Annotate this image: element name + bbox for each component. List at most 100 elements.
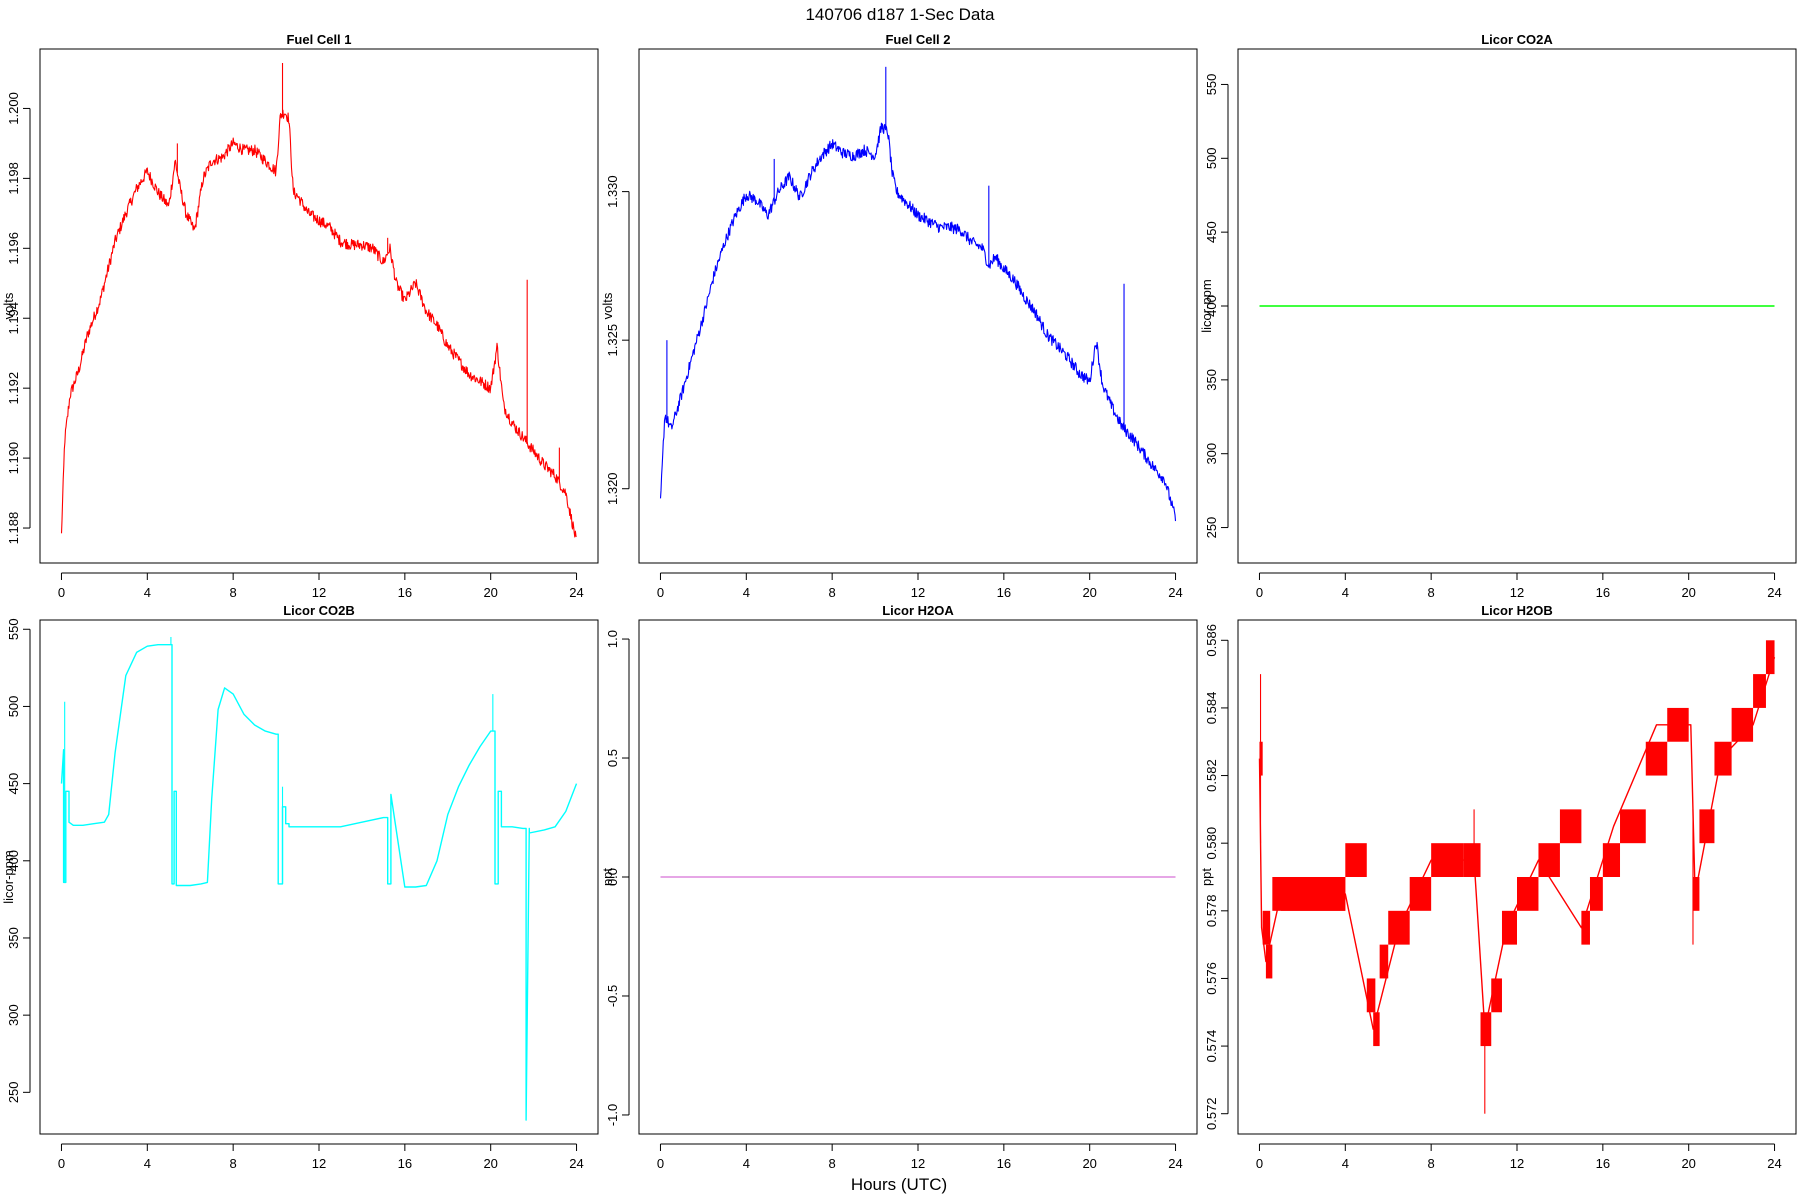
x-tick-label: 8 [829, 1156, 836, 1171]
chart-title: Licor H2OB [1481, 603, 1553, 618]
y-tick-label: 300 [6, 1004, 21, 1026]
x-axis: 0 4 8 12 16 20 24 [657, 1143, 1183, 1171]
data-line [659, 122, 1177, 522]
data-band [1491, 978, 1502, 1013]
chart-title: Licor CO2A [1481, 32, 1553, 47]
x-tick-label: 12 [911, 585, 925, 600]
x-tick-label: 24 [569, 585, 583, 600]
plot-frame [638, 619, 1198, 1135]
plot-area [60, 636, 578, 1121]
x-tick-label: 16 [997, 1156, 1011, 1171]
x-axis: 0 4 8 12 16 20 24 [58, 572, 584, 600]
x-tick-label: 20 [1681, 1156, 1695, 1171]
y-tick-label: 250 [6, 1081, 21, 1103]
data-band [1366, 978, 1376, 1013]
plot-area [659, 66, 1177, 522]
y-axis-label: ppt [600, 868, 615, 886]
y-tick-label: 1.196 [6, 232, 21, 265]
x-tick-label: 8 [1428, 1156, 1435, 1171]
data-band [1480, 1012, 1492, 1047]
data-band [1559, 809, 1582, 844]
x-tick-label: 8 [230, 1156, 237, 1171]
y-tick-label: 500 [6, 696, 21, 718]
data-band [1753, 674, 1766, 708]
y-tick-label: 1.190 [6, 442, 21, 475]
x-tick-label: 0 [1256, 1156, 1263, 1171]
y-tick-label: 400 [6, 850, 21, 872]
plot-area [1258, 640, 1776, 1114]
y-axis: -1.0 -0.5 0.0 0.5 1.0 [605, 630, 630, 1126]
y-axis: 250 300 350 400 450 500 550 [1204, 74, 1229, 539]
y-tick-label: 1.0 [605, 630, 620, 648]
x-tick-label: 24 [1168, 585, 1182, 600]
x-tick-label: 0 [1256, 585, 1263, 600]
x-tick-label: 4 [144, 585, 151, 600]
y-tick-label: 1.330 [605, 175, 620, 208]
data-band [1538, 843, 1560, 877]
x-tick-label: 0 [657, 1156, 664, 1171]
x-tick-label: 4 [144, 1156, 151, 1171]
x-tick-label: 24 [1767, 1156, 1781, 1171]
y-tick-label: 250 [1204, 517, 1219, 539]
panel-grid: Fuel Cell 10 4 8 12 16 20 241.1881.1901.1921.1… [1, 32, 1797, 1171]
data-band [1731, 707, 1754, 742]
chart-panel: Fuel Cell 2 0 4 8 12 16 20 24 1.320 1.325 1.330 vol… [600, 32, 1198, 600]
y-tick-label: 1.192 [6, 372, 21, 405]
y-tick-label: 450 [6, 773, 21, 795]
y-tick-label: 550 [1204, 74, 1219, 96]
data-band [1589, 877, 1603, 911]
plot-frame [1237, 619, 1797, 1135]
chart-title: Fuel Cell 1 [286, 32, 351, 47]
y-tick-label: 350 [1204, 369, 1219, 391]
x-tick-label: 20 [483, 1156, 497, 1171]
chart-panel: Licor CO2A 0 4 8 12 16 20 24 250 300 350 400 450 500 5… [1199, 32, 1797, 600]
data-band [1379, 944, 1389, 979]
y-tick-label: 400 [1204, 295, 1219, 317]
plot-frame [39, 48, 599, 564]
x-tick-label: 12 [911, 1156, 925, 1171]
x-tick-label: 24 [1168, 1156, 1182, 1171]
data-band [1345, 843, 1367, 877]
y-axis-label: licor-ppm [1199, 279, 1214, 332]
plot-frame [1237, 48, 1797, 564]
data-band [1373, 1012, 1380, 1047]
y-axis-label: ppt [1199, 868, 1214, 886]
chart-panel: Fuel Cell 1 0 4 8 12 16 20 24 1.188 1.190 1.192 1.1… [1, 32, 599, 600]
x-tick-label: 12 [1510, 585, 1524, 600]
x-tick-label: 20 [1681, 585, 1695, 600]
y-tick-label: 1.188 [6, 512, 21, 545]
x-tick-label: 4 [1342, 1156, 1349, 1171]
plot-area [60, 62, 577, 538]
plot-frame [39, 619, 599, 1135]
plot-frame [638, 48, 1198, 564]
y-tick-label: 350 [6, 927, 21, 949]
data-band [1714, 741, 1732, 776]
x-tick-label: 16 [997, 585, 1011, 600]
x-tick-label: 20 [1082, 585, 1096, 600]
y-axis-label: volts [1, 292, 16, 319]
y-tick-label: 0.572 [1204, 1097, 1219, 1130]
x-axis: 0 4 8 12 16 20 24 [657, 572, 1183, 600]
x-tick-label: 8 [829, 585, 836, 600]
data-band [1581, 910, 1590, 945]
y-axis: 0.572 0.574 0.576 0.578 0.580 0.582 0.584 0.586 [1204, 624, 1229, 1130]
data-band [1692, 877, 1700, 911]
chart-title: Fuel Cell 2 [885, 32, 950, 47]
x-tick-label: 12 [312, 1156, 326, 1171]
x-tick-label: 8 [1428, 585, 1435, 600]
x-axis: 0 4 8 12 16 20 24 [1256, 1143, 1782, 1171]
y-tick-label: 0.586 [1204, 624, 1219, 657]
y-tick-label: 0.584 [1204, 692, 1219, 725]
data-band [1409, 877, 1432, 911]
y-tick-label: 0.5 [605, 749, 620, 767]
data-band [1645, 741, 1668, 776]
data-band [1517, 877, 1539, 911]
y-tick-label: 1.198 [6, 162, 21, 195]
x-tick-label: 16 [398, 1156, 412, 1171]
y-tick-label: 0.580 [1204, 827, 1219, 860]
x-tick-label: 20 [1082, 1156, 1096, 1171]
y-axis-label: licor-ppm [1, 850, 16, 903]
data-band [1620, 809, 1646, 844]
